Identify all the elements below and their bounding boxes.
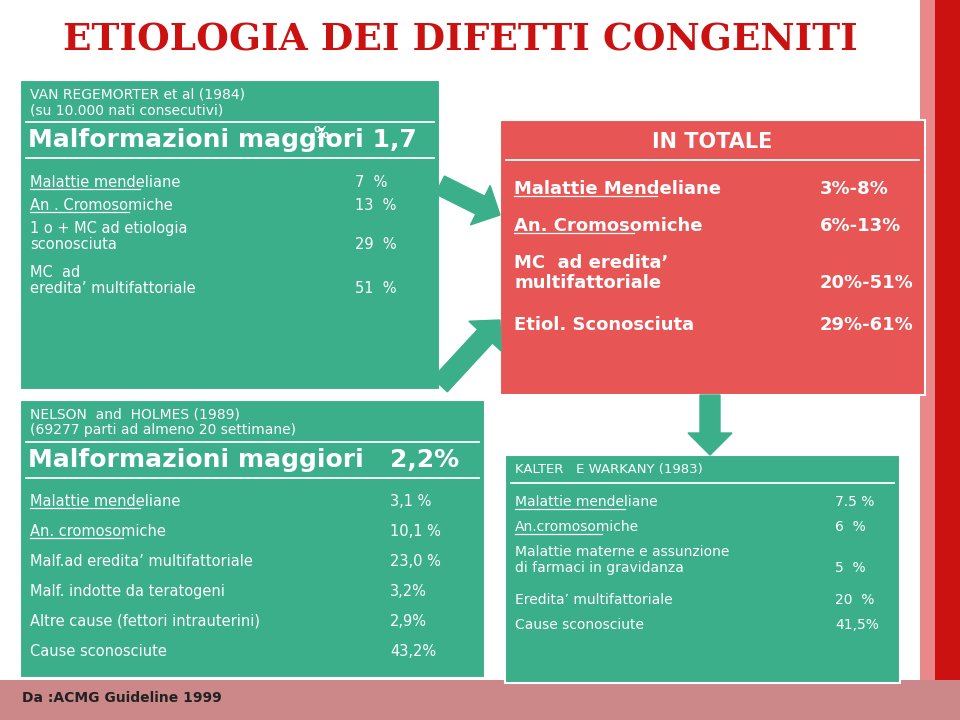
Text: Malf.ad eredita’ multifattoriale: Malf.ad eredita’ multifattoriale	[30, 554, 252, 569]
FancyBboxPatch shape	[935, 0, 960, 720]
Text: 13  %: 13 %	[355, 198, 396, 213]
Text: multifattoriale: multifattoriale	[514, 274, 661, 292]
Text: (69277 parti ad almeno 20 settimane): (69277 parti ad almeno 20 settimane)	[30, 423, 296, 437]
Text: (su 10.000 nati consecutivi): (su 10.000 nati consecutivi)	[30, 103, 224, 117]
Text: 3,1 %: 3,1 %	[390, 494, 431, 509]
Text: Malattie mendeliane: Malattie mendeliane	[30, 494, 180, 509]
Text: Altre cause (fettori intrauterini): Altre cause (fettori intrauterini)	[30, 614, 260, 629]
Text: MC  ad eredita’: MC ad eredita’	[514, 254, 668, 272]
FancyBboxPatch shape	[920, 0, 935, 720]
Text: Malformazioni maggiori 1,7: Malformazioni maggiori 1,7	[28, 128, 417, 152]
Text: %: %	[313, 125, 328, 140]
Text: An. cromosomiche: An. cromosomiche	[30, 524, 166, 539]
Text: IN TOTALE: IN TOTALE	[652, 132, 773, 152]
FancyBboxPatch shape	[505, 455, 900, 683]
Text: An . Cromosomiche: An . Cromosomiche	[30, 198, 173, 213]
Text: An.cromosomiche: An.cromosomiche	[515, 520, 639, 534]
Text: 20  %: 20 %	[835, 593, 875, 607]
FancyBboxPatch shape	[20, 80, 440, 390]
Text: Malformazioni maggiori   2,2%: Malformazioni maggiori 2,2%	[28, 448, 459, 472]
Text: 23,0 %: 23,0 %	[390, 554, 441, 569]
Text: Malf. indotte da teratogeni: Malf. indotte da teratogeni	[30, 584, 225, 599]
Text: 29  %: 29 %	[355, 237, 396, 252]
Text: NELSON  and  HOLMES (1989): NELSON and HOLMES (1989)	[30, 407, 240, 421]
Text: Malattie materne e assunzione: Malattie materne e assunzione	[515, 545, 730, 559]
Polygon shape	[688, 395, 732, 455]
Text: di farmaci in gravidanza: di farmaci in gravidanza	[515, 561, 684, 575]
Text: 20%-51%: 20%-51%	[820, 274, 914, 292]
Text: Malattie Mendeliane: Malattie Mendeliane	[514, 180, 721, 198]
Text: Eredita’ multifattoriale: Eredita’ multifattoriale	[515, 593, 673, 607]
Text: sconosciuta: sconosciuta	[30, 237, 117, 252]
FancyBboxPatch shape	[0, 680, 960, 720]
Text: 5  %: 5 %	[835, 561, 866, 575]
Text: Cause sconosciute: Cause sconosciute	[515, 618, 644, 632]
Text: MC  ad: MC ad	[30, 265, 81, 280]
Text: An. Cromosomiche: An. Cromosomiche	[514, 217, 703, 235]
Text: 6  %: 6 %	[835, 520, 866, 534]
Text: 3,2%: 3,2%	[390, 584, 427, 599]
Polygon shape	[433, 320, 501, 392]
Polygon shape	[436, 176, 500, 225]
Text: 3%-8%: 3%-8%	[820, 180, 889, 198]
Text: Malattie mendeliane: Malattie mendeliane	[30, 175, 180, 190]
Text: 1 o + MC ad etiologia: 1 o + MC ad etiologia	[30, 221, 187, 236]
Text: Da :ACMG Guideline 1999: Da :ACMG Guideline 1999	[22, 691, 222, 705]
Text: KALTER   E WARKANY (1983): KALTER E WARKANY (1983)	[515, 462, 703, 475]
Text: 43,2%: 43,2%	[390, 644, 436, 659]
Text: 2,9%: 2,9%	[390, 614, 427, 629]
Text: 6%-13%: 6%-13%	[820, 217, 901, 235]
Text: Malattie mendeliane: Malattie mendeliane	[515, 495, 658, 509]
Text: ETIOLOGIA DEI DIFETTI CONGENITI: ETIOLOGIA DEI DIFETTI CONGENITI	[62, 22, 857, 58]
FancyBboxPatch shape	[500, 120, 925, 395]
Text: 10,1 %: 10,1 %	[390, 524, 441, 539]
Text: Etiol. Sconosciuta: Etiol. Sconosciuta	[514, 316, 694, 334]
Text: 51  %: 51 %	[355, 281, 396, 296]
Text: 7  %: 7 %	[355, 175, 388, 190]
Text: 7.5 %: 7.5 %	[835, 495, 875, 509]
Text: eredita’ multifattoriale: eredita’ multifattoriale	[30, 281, 196, 296]
Text: 29%-61%: 29%-61%	[820, 316, 914, 334]
FancyBboxPatch shape	[20, 400, 485, 678]
Text: Cause sconosciute: Cause sconosciute	[30, 644, 167, 659]
Text: VAN REGEMORTER et al (1984): VAN REGEMORTER et al (1984)	[30, 87, 245, 101]
Text: 41,5%: 41,5%	[835, 618, 878, 632]
